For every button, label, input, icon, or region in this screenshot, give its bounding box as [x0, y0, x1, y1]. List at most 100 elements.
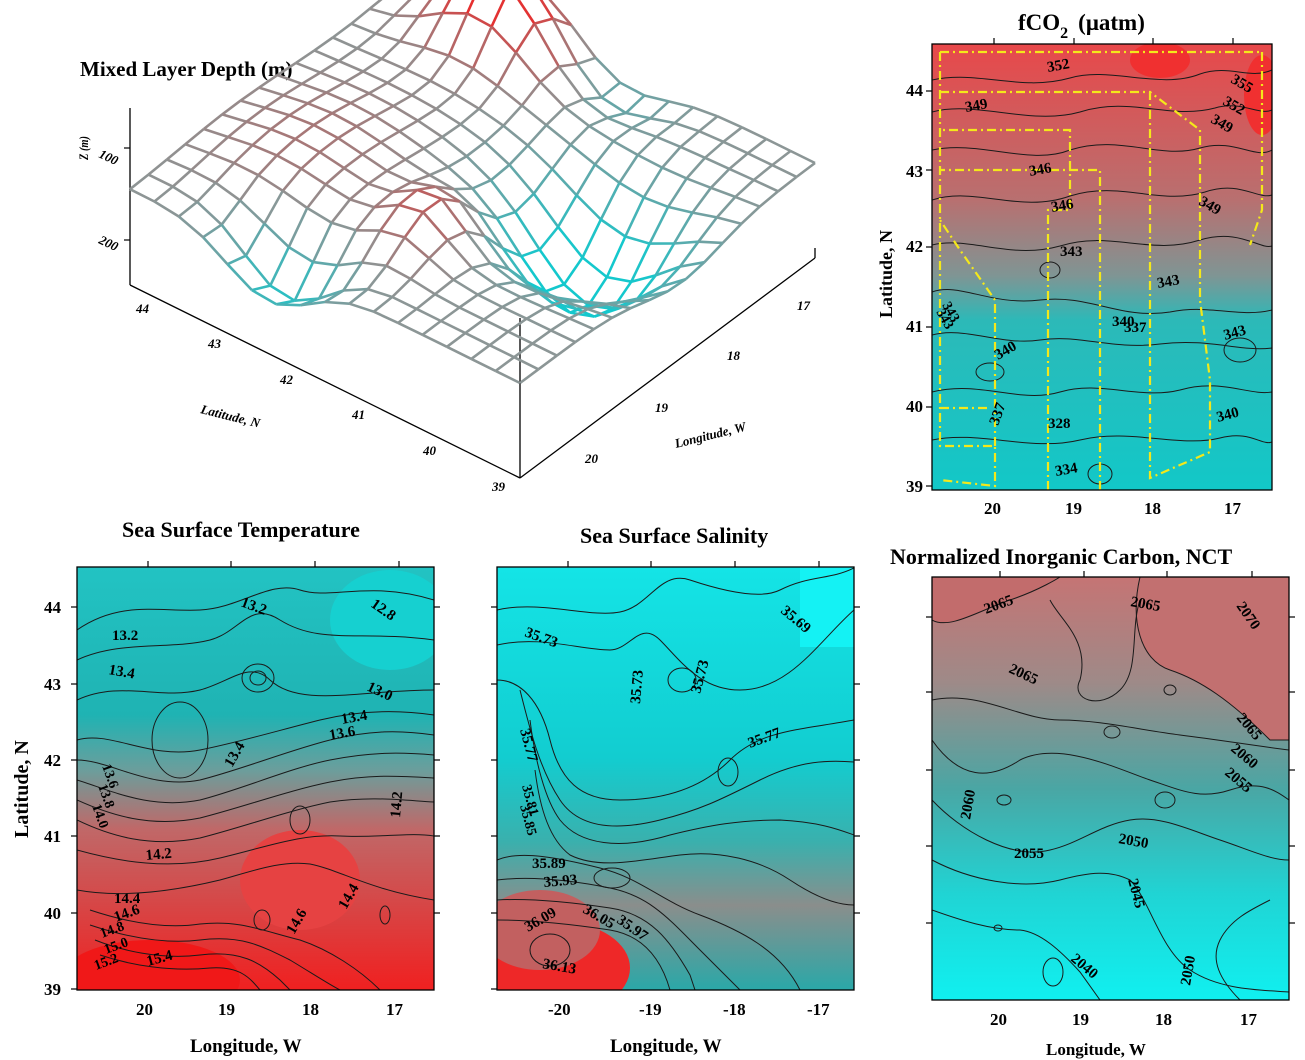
mesh-segment: [270, 114, 291, 131]
mesh-segment: [716, 216, 742, 226]
mesh-segment: [258, 86, 284, 97]
mesh-segment: [631, 117, 651, 130]
mesh-segment: [288, 102, 309, 117]
mesh-segment: [295, 61, 321, 74]
mesh-segment: [324, 300, 350, 305]
mesh-segment: [557, 65, 585, 101]
y-tick: 41: [44, 827, 61, 846]
mesh-segment: [423, 12, 444, 49]
mesh-segment: [386, 68, 407, 84]
mesh-segment: [600, 81, 621, 99]
mesh-segment: [599, 182, 621, 221]
mesh-segment: [655, 265, 681, 277]
mesh-segment: [587, 276, 608, 307]
contour-label: 14.4: [114, 891, 141, 907]
mesh-segment: [642, 166, 664, 199]
x-tick: 18: [1155, 1010, 1172, 1029]
mesh-segment: [558, 62, 578, 68]
mesh-segment: [710, 186, 736, 199]
mesh-segment: [422, 197, 443, 214]
mesh-segment: [421, 333, 448, 348]
mesh-segment: [636, 135, 658, 156]
mesh-segment: [171, 169, 193, 188]
mesh-segment: [520, 295, 546, 310]
sst-title: Sea Surface Temperature: [122, 517, 360, 542]
mesh-segment: [276, 138, 297, 157]
sst-xticks: 20 19 18 17: [136, 1000, 404, 1019]
mesh-segment: [466, 12, 493, 28]
mesh-segment: [288, 245, 314, 264]
y-tick: 40: [44, 904, 61, 923]
mesh-segment: [472, 67, 499, 87]
mesh-segment: [630, 299, 650, 310]
mesh-segment: [454, 187, 473, 191]
contour-label: 14.2: [388, 791, 406, 819]
contour-label: 337: [1124, 320, 1147, 336]
mesh-segment: [678, 240, 700, 268]
mld-lon-tick: 18: [727, 348, 741, 363]
mesh-segment: [459, 107, 480, 126]
mesh-segment: [576, 63, 603, 99]
mesh-segment: [465, 230, 485, 238]
mesh-segment: [452, 266, 473, 281]
mesh-segment: [698, 240, 723, 245]
mesh-segment: [398, 119, 419, 133]
mesh-segment: [514, 280, 540, 295]
x-tick: -19: [639, 1000, 662, 1019]
mesh-segment: [374, 104, 395, 118]
mesh-segment: [568, 317, 595, 331]
mesh-segment: [220, 223, 247, 257]
mesh-segment: [587, 307, 613, 319]
fco2-panel: fCO2 (μatm): [876, 10, 1273, 518]
mesh-segment: [325, 81, 346, 94]
mesh-segment: [349, 92, 370, 105]
mesh-segment: [569, 143, 596, 166]
mesh-segment: [324, 289, 345, 304]
mesh-segment: [520, 255, 547, 293]
mesh-segment: [318, 151, 345, 170]
nct-tickmarks: [926, 571, 1295, 924]
nct-title: Normalized Inorganic Carbon, NCT: [890, 544, 1233, 569]
mld-ztick-100: 100: [97, 146, 121, 168]
contour-label: 340: [1215, 405, 1241, 426]
sss-frame: [496, 566, 855, 991]
mesh-segment: [343, 153, 364, 170]
mesh-segment: [513, 342, 534, 359]
x-tick: -17: [807, 1000, 830, 1019]
mesh-segment: [362, 70, 389, 84]
mesh-segment: [397, 321, 424, 336]
fco2-field: [932, 44, 1272, 490]
x-tick: 17: [1240, 1010, 1258, 1029]
mesh-segment: [698, 115, 719, 133]
mesh-segment: [471, 262, 491, 270]
x-tick: 17: [386, 1000, 404, 1019]
mesh-segment: [337, 137, 364, 156]
mesh-segment: [354, 206, 376, 232]
mesh-segment: [765, 137, 792, 153]
mesh-segment: [557, 226, 584, 259]
mesh-segment: [447, 166, 474, 190]
mesh-segment: [423, 135, 443, 150]
mesh-segment: [483, 318, 509, 333]
mesh-segment: [454, 92, 480, 110]
mesh-segment: [495, 283, 522, 299]
mesh-segment: [581, 218, 603, 259]
mesh-segment: [758, 190, 779, 208]
contour-label: 13.6: [328, 724, 357, 744]
mesh-segment: [281, 167, 303, 192]
mesh-segment: [361, 261, 387, 267]
contour-label: 334: [1054, 460, 1079, 480]
fco2-yticks: 44 43 42 41 40 39: [906, 81, 924, 496]
mesh-segment: [771, 149, 792, 167]
mesh-segment: [686, 177, 712, 190]
mesh-segment: [471, 266, 498, 287]
mesh-segment: [336, 229, 358, 266]
mesh-segment: [227, 135, 253, 147]
mesh-segment: [519, 368, 540, 385]
mesh-segment: [404, 158, 431, 177]
mesh-segment: [625, 111, 651, 120]
mesh-segment: [393, 0, 412, 17]
y-tick: 39: [906, 477, 923, 496]
mesh-segment: [251, 144, 278, 157]
mesh-segment: [514, 22, 536, 54]
